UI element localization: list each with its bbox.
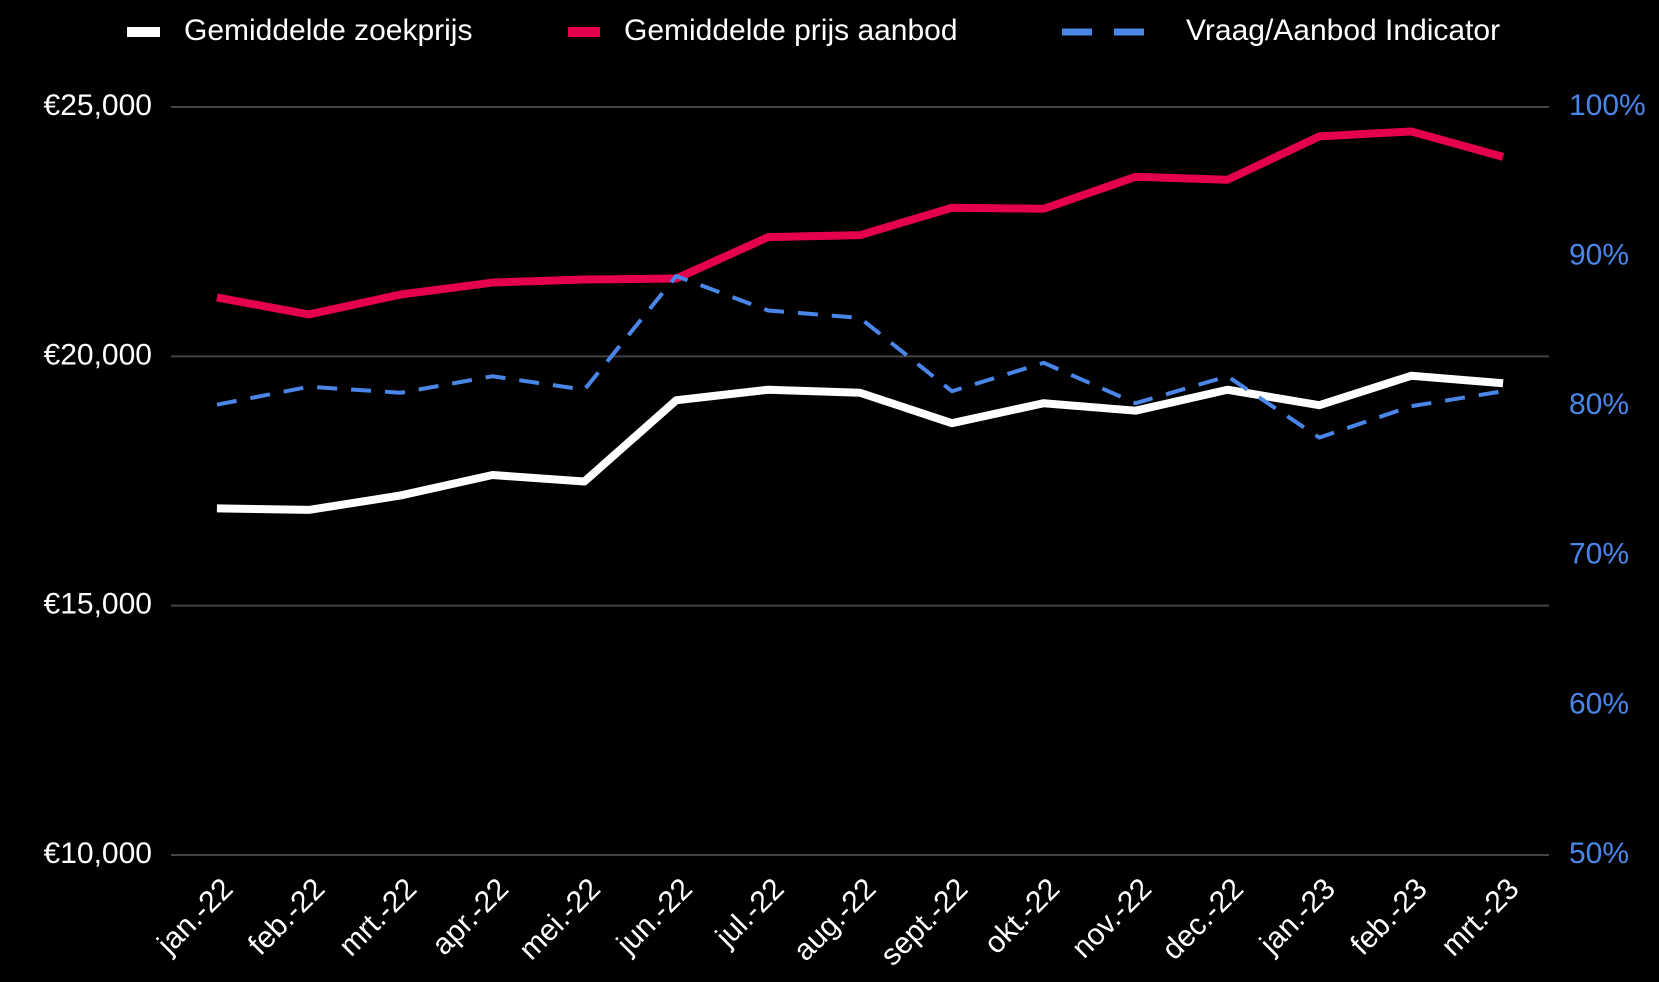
x-tick-label: dec.-22 [1156,872,1250,966]
x-tick-label: jan.-23 [1253,872,1342,961]
y-tick-label: €15,000 [44,588,152,621]
y-tick-label: €20,000 [44,338,152,371]
x-tick-label: feb.-23 [1344,872,1433,961]
y2-tick-label: 70% [1569,538,1629,571]
x-tick-label: aug.-22 [787,872,882,967]
y2-tick-label: 90% [1569,239,1629,272]
series-line [216,127,1505,319]
x-tick-label: mei.-22 [513,872,607,966]
y-tick-label: €25,000 [44,89,152,122]
x-tick-label: mrt.-22 [333,872,424,963]
x-tick-label: apr.-22 [426,872,515,961]
x-tick-label: sept.-22 [874,872,974,972]
x-tick-label: jan.-22 [151,872,240,961]
x-tick-label: jul.-22 [709,872,791,954]
y2-tick-label: 80% [1569,388,1629,421]
y2-tick-label: 60% [1569,687,1629,720]
x-tick-label: jun.-22 [610,872,699,961]
series-line [216,371,1504,514]
y-tick-label: €10,000 [44,837,152,870]
y2-tick-label: 100% [1569,89,1646,122]
y2-tick-label: 50% [1569,837,1629,870]
x-tick-label: mrt.-23 [1435,872,1526,963]
x-tick-label: feb.-22 [242,872,331,961]
x-tick-label: nov.-22 [1066,872,1159,965]
x-tick-label: okt.-22 [978,872,1066,960]
legend-label: Gemiddelde zoekprijs [184,14,472,47]
legend-label: Vraag/Aanbod Indicator [1186,14,1500,47]
series-line [216,274,1504,440]
legend-label: Gemiddelde prijs aanbod [624,14,958,47]
